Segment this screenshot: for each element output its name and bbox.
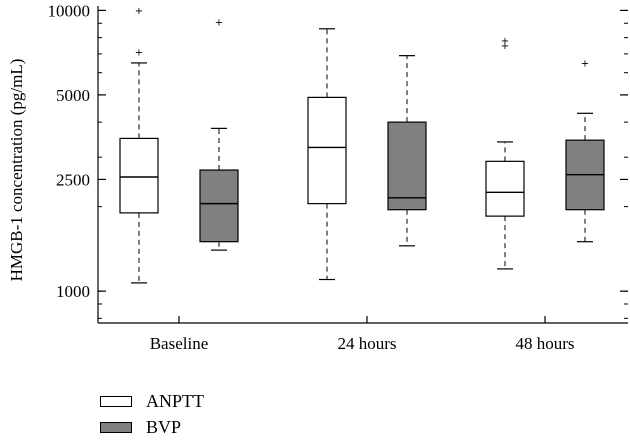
y-tick-label: 1000 [56, 282, 90, 301]
box-bvp-48-hours: + [565, 58, 605, 243]
legend: ANPTT BVP [100, 388, 204, 440]
outlier-marker: + [501, 36, 509, 47]
box-iqr [387, 121, 427, 211]
outlier-marker: + [215, 17, 223, 28]
axes: 1000 2500 5000 10000 Baseline 24 hours 48 hour… [48, 1, 628, 353]
legend-label-anptt: ANPTT [146, 390, 204, 411]
x-tick-label: 24 hours [337, 334, 396, 353]
y-tick-label: 2500 [56, 170, 90, 189]
x-tick-label: 48 hours [515, 334, 574, 353]
y-tick-label: 10000 [48, 1, 91, 20]
box-bvp-24-hours [387, 55, 427, 247]
box-iqr [307, 96, 347, 205]
boxes: ++++++ [119, 6, 605, 284]
legend-swatch-anptt [100, 395, 132, 407]
box-anptt-24-hours [307, 28, 347, 281]
outlier-marker: + [501, 41, 509, 52]
box-anptt-48-hours: ++ [485, 36, 525, 270]
outlier-marker: + [135, 48, 143, 59]
box-anptt-baseline: ++ [119, 6, 159, 284]
box-iqr [119, 137, 159, 214]
legend-item-anptt: ANPTT [100, 388, 204, 414]
legend-item-bvp: BVP [100, 414, 204, 440]
box-bvp-baseline: + [199, 17, 239, 251]
y-tick-label: 5000 [56, 86, 90, 105]
y-axis-label: HMGB-1 concentration (pg/mL) [7, 59, 26, 282]
box-iqr [199, 169, 239, 243]
outlier-marker: + [135, 6, 143, 17]
x-tick-label: Baseline [150, 334, 209, 353]
legend-swatch-bvp [100, 421, 132, 433]
legend-label-bvp: BVP [146, 416, 182, 437]
box-iqr [485, 160, 525, 217]
outlier-marker: + [581, 58, 589, 69]
